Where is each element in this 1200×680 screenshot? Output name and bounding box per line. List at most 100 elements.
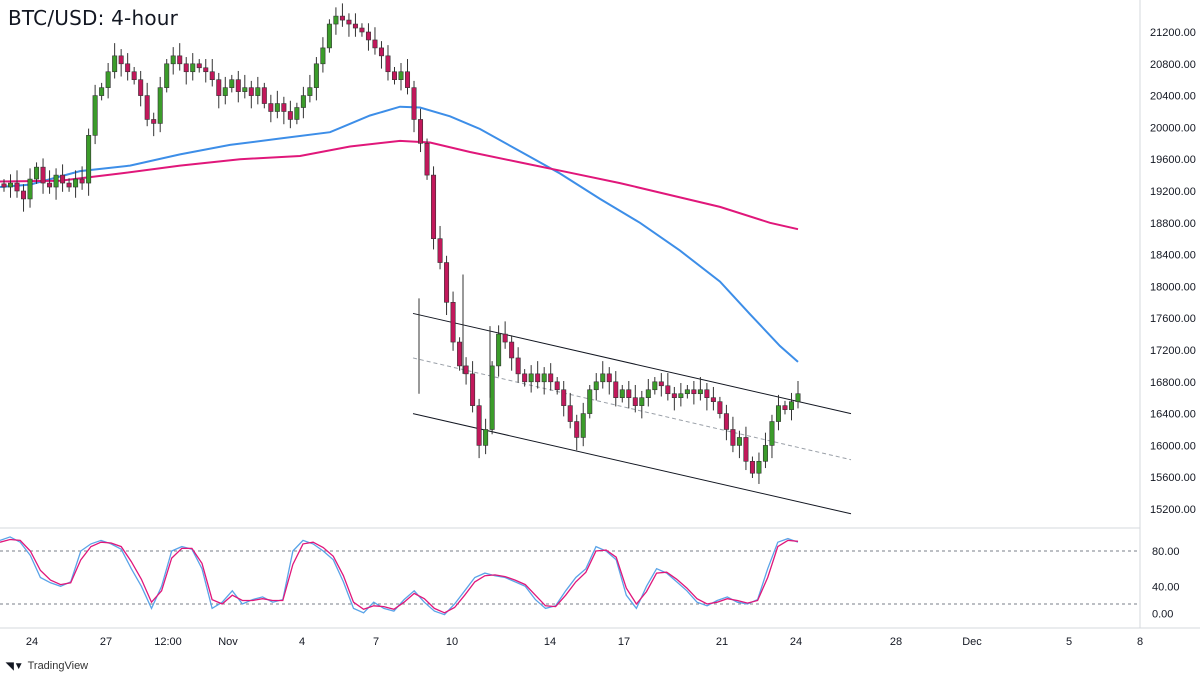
candle-body [131, 71, 137, 80]
candle-body [183, 63, 189, 73]
price-tick-label: 20000.00 [1150, 122, 1196, 134]
oscillator-tick-label: 0.00 [1152, 609, 1173, 621]
candle-body [125, 63, 131, 73]
price-tick-label: 16400.00 [1150, 409, 1196, 421]
candle-body [79, 178, 85, 184]
candle-body [749, 460, 755, 474]
candle-body [203, 67, 209, 73]
price-tick-label: 17200.00 [1150, 345, 1196, 357]
time-tick-label: 12:00 [154, 636, 182, 648]
candle-body [385, 55, 391, 73]
candle-body [294, 107, 300, 120]
time-tick-label: 8 [1137, 636, 1143, 648]
candle-body [580, 413, 586, 438]
candle-body [574, 421, 580, 438]
candle-body [561, 389, 567, 406]
candle-body [151, 119, 157, 124]
candle-body [691, 389, 697, 395]
price-tick-label: 20400.00 [1150, 91, 1196, 103]
time-tick-label: 17 [618, 636, 630, 648]
candle-body [398, 71, 404, 80]
price-tick-label: 19600.00 [1150, 154, 1196, 166]
candle-body [365, 31, 371, 41]
candle-body [144, 95, 150, 120]
price-tick-label: 20800.00 [1150, 59, 1196, 71]
candle-body [320, 47, 326, 65]
candle-body [86, 135, 92, 184]
time-tick-label: 14 [544, 636, 556, 648]
candle-body [665, 385, 671, 395]
ma100-line [0, 105, 799, 363]
candle-body [92, 95, 98, 136]
candle-body [424, 143, 430, 176]
candle-body [554, 381, 560, 391]
candle-body [307, 87, 313, 96]
candle-body [509, 341, 515, 359]
candle-body [782, 405, 788, 410]
candle-body [34, 166, 40, 180]
channel-upper-line [412, 312, 852, 415]
candle-body [281, 103, 287, 112]
time-tick-label: 27 [100, 636, 112, 648]
candle-body [762, 445, 768, 462]
stochastic-k-line [0, 536, 799, 616]
candle-body [157, 87, 163, 124]
time-tick-label: 24 [790, 636, 802, 648]
candle-body [242, 87, 248, 92]
candle-body [736, 437, 742, 446]
price-tick-label: 18800.00 [1150, 218, 1196, 230]
candle-body [548, 373, 554, 383]
candle-body [450, 301, 456, 343]
candle-body [502, 333, 508, 343]
candle-body [730, 429, 736, 446]
candle-body [704, 389, 710, 398]
candle-body [723, 413, 729, 430]
time-tick-label: 24 [26, 636, 38, 648]
candle-body [470, 373, 476, 406]
candle-body [613, 381, 619, 398]
candle-body [391, 71, 397, 80]
candle-body [522, 373, 528, 383]
candle-body [743, 437, 749, 462]
price-tick-label: 16000.00 [1150, 440, 1196, 452]
candle-body [138, 79, 144, 96]
candle-body [268, 103, 274, 112]
candle-body [40, 166, 46, 184]
stochastic-d-line [0, 538, 799, 614]
candle-body [606, 373, 612, 383]
candle-body [515, 357, 521, 375]
price-tick-label: 15200.00 [1150, 504, 1196, 516]
time-tick-label: 28 [890, 636, 902, 648]
candle-body [170, 55, 176, 65]
candle-body [535, 373, 541, 383]
price-tick-label: 21200.00 [1150, 27, 1196, 39]
candle-body [418, 119, 424, 144]
candle-body [476, 405, 482, 446]
candle-body [196, 63, 202, 69]
candle-body [248, 87, 254, 96]
candle-body [775, 405, 781, 422]
candle-body [287, 111, 293, 120]
candle-body [209, 71, 215, 80]
candle-body [164, 63, 170, 88]
tradingview-logo-icon: ◥▼ [6, 660, 24, 672]
candle-body [1, 183, 7, 188]
candle-body [697, 389, 703, 395]
brand-label: TradingView [27, 660, 89, 672]
candle-body [261, 87, 267, 104]
candle-body [105, 71, 111, 88]
candle-body [684, 389, 690, 395]
candle-body [216, 79, 222, 96]
time-tick-label: 10 [446, 636, 458, 648]
candle-body [600, 373, 606, 383]
time-tick-label: 5 [1066, 636, 1072, 648]
candle-body [437, 238, 443, 263]
tradingview-brand: ◥▼ TradingView [6, 660, 88, 672]
candle-body [66, 182, 72, 188]
candle-body [671, 393, 677, 399]
candle-body [21, 190, 27, 200]
candle-body [567, 405, 573, 422]
price-tick-label: 15600.00 [1150, 472, 1196, 484]
price-tick-label: 19200.00 [1150, 186, 1196, 198]
